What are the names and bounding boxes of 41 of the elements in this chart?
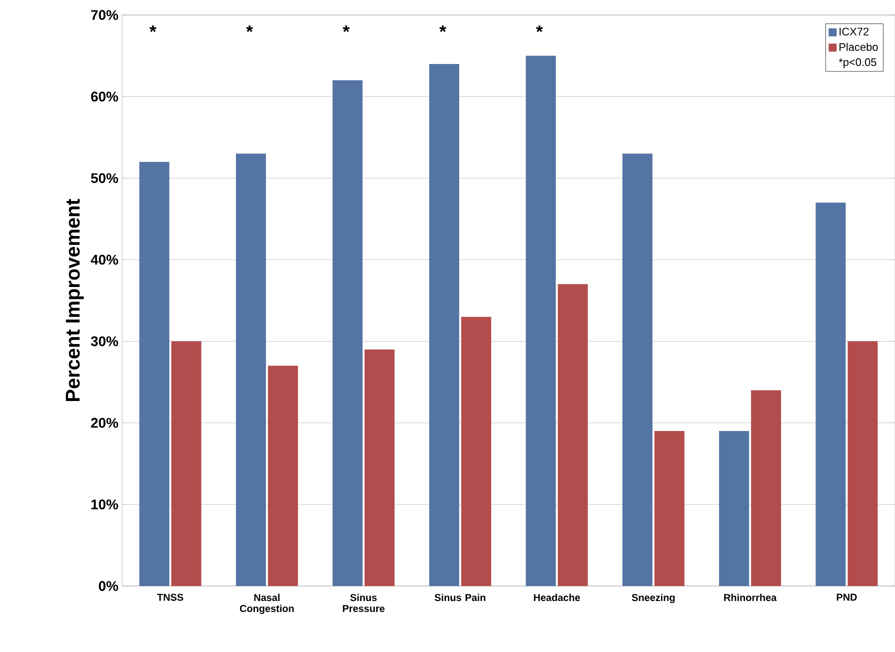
bar — [236, 154, 266, 586]
annotation: * — [149, 25, 156, 32]
bar — [558, 284, 588, 586]
y-tick-label: 0% — [98, 581, 118, 591]
annotation: *p<0.05 — [838, 58, 876, 68]
y-tick-label: 60% — [91, 92, 118, 102]
annotation: * — [536, 25, 543, 32]
x-tick-label: Headache — [534, 594, 580, 602]
x-tick-label: Nasal Congestion — [240, 594, 294, 614]
bar — [751, 390, 782, 586]
y-tick-label: 10% — [91, 499, 118, 510]
bar — [139, 162, 170, 586]
y-tick-label: 20% — [91, 418, 118, 428]
x-tick-label: Sinus Pain — [434, 594, 486, 602]
y-tick-label: 50% — [90, 173, 118, 184]
annotation: * — [439, 25, 446, 32]
bar — [429, 64, 460, 586]
legend-label: ICX72 — [840, 28, 869, 36]
bar — [461, 316, 492, 586]
y-tick-label: 30% — [90, 336, 118, 346]
legend-label: Placebo — [840, 42, 878, 51]
bar — [268, 366, 298, 586]
bar — [171, 341, 202, 586]
bar — [364, 349, 395, 586]
bar — [332, 80, 363, 586]
x-tick-label: Sneezing — [632, 594, 675, 604]
bar — [526, 56, 556, 586]
y-tick-label: 70% — [91, 10, 118, 20]
bar — [848, 341, 878, 586]
bar — [622, 154, 652, 586]
annotation: * — [246, 25, 254, 32]
x-tick-label: PND — [836, 594, 857, 601]
annotation: * — [342, 25, 350, 32]
y-axis-title: Percent Improvement — [66, 198, 84, 402]
x-tick-label: Rhinorrhea — [724, 594, 777, 602]
bar — [816, 202, 846, 586]
bar — [719, 431, 750, 586]
bar — [654, 431, 684, 586]
x-tick-label: TNSS — [157, 594, 184, 601]
x-tick-label: Sinus Pressure — [342, 594, 385, 612]
y-tick-label: 40% — [90, 254, 118, 265]
